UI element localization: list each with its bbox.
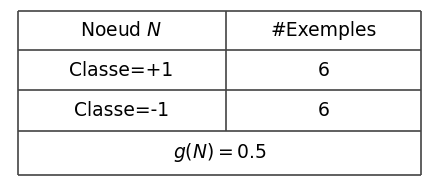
Text: 6: 6 — [317, 61, 328, 80]
Text: Classe=+1: Classe=+1 — [69, 61, 173, 80]
Text: 6: 6 — [317, 101, 328, 120]
Text: $g(N) = 0.5$: $g(N) = 0.5$ — [172, 141, 266, 164]
Text: Classe=-1: Classe=-1 — [74, 101, 169, 120]
Text: Noeud $N$: Noeud $N$ — [80, 21, 162, 40]
Text: #Exemples: #Exemples — [270, 21, 376, 40]
